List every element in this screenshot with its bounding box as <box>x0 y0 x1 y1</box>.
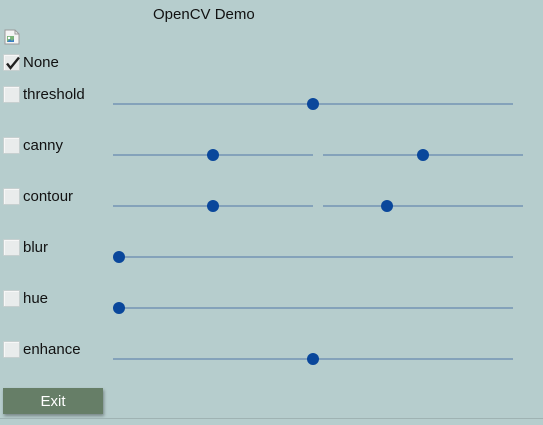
canny-slider-low[interactable] <box>113 148 313 162</box>
contour-slider-a[interactable] <box>113 199 313 213</box>
slider-thumb[interactable] <box>381 200 393 212</box>
option-hue: hue <box>3 287 48 309</box>
checkbox-none[interactable] <box>3 53 20 71</box>
slider-thumb[interactable] <box>307 98 319 110</box>
checkbox-hue[interactable] <box>3 289 20 307</box>
broken-image-icon <box>4 29 20 45</box>
slider-thumb[interactable] <box>113 251 125 263</box>
checkmark-icon <box>6 56 20 70</box>
slider-track <box>119 307 513 309</box>
checkbox-contour[interactable] <box>3 187 20 205</box>
option-threshold: threshold <box>3 83 85 105</box>
option-enhance: enhance <box>3 338 81 360</box>
window-title: OpenCV Demo <box>153 6 255 23</box>
checkbox-blur[interactable] <box>3 238 20 256</box>
slider-thumb[interactable] <box>207 149 219 161</box>
option-label-enhance: enhance <box>23 340 81 358</box>
option-label-threshold: threshold <box>23 85 85 103</box>
bottom-divider <box>0 418 543 419</box>
slider-thumb[interactable] <box>417 149 429 161</box>
slider-track <box>323 205 523 207</box>
option-label-hue: hue <box>23 289 49 307</box>
option-none: None <box>3 51 59 73</box>
exit-button[interactable]: Exit <box>3 388 103 414</box>
option-contour: contour <box>3 185 73 207</box>
checkbox-enhance[interactable] <box>3 340 20 358</box>
enhance-slider[interactable] <box>113 352 513 366</box>
hue-slider[interactable] <box>113 301 513 315</box>
checkbox-threshold[interactable] <box>3 85 20 103</box>
checkbox-canny[interactable] <box>3 136 20 154</box>
slider-thumb[interactable] <box>307 353 319 365</box>
slider-thumb[interactable] <box>207 200 219 212</box>
canny-slider-high[interactable] <box>323 148 523 162</box>
slider-thumb[interactable] <box>113 302 125 314</box>
option-label-none: None <box>23 53 59 71</box>
blur-slider[interactable] <box>113 250 513 264</box>
option-label-canny: canny <box>23 136 64 154</box>
contour-slider-b[interactable] <box>323 199 523 213</box>
option-blur: blur <box>3 236 48 258</box>
option-label-contour: contour <box>23 187 74 205</box>
option-canny: canny <box>3 134 63 156</box>
option-label-blur: blur <box>23 238 49 256</box>
threshold-slider[interactable] <box>113 97 513 111</box>
slider-track <box>119 256 513 258</box>
